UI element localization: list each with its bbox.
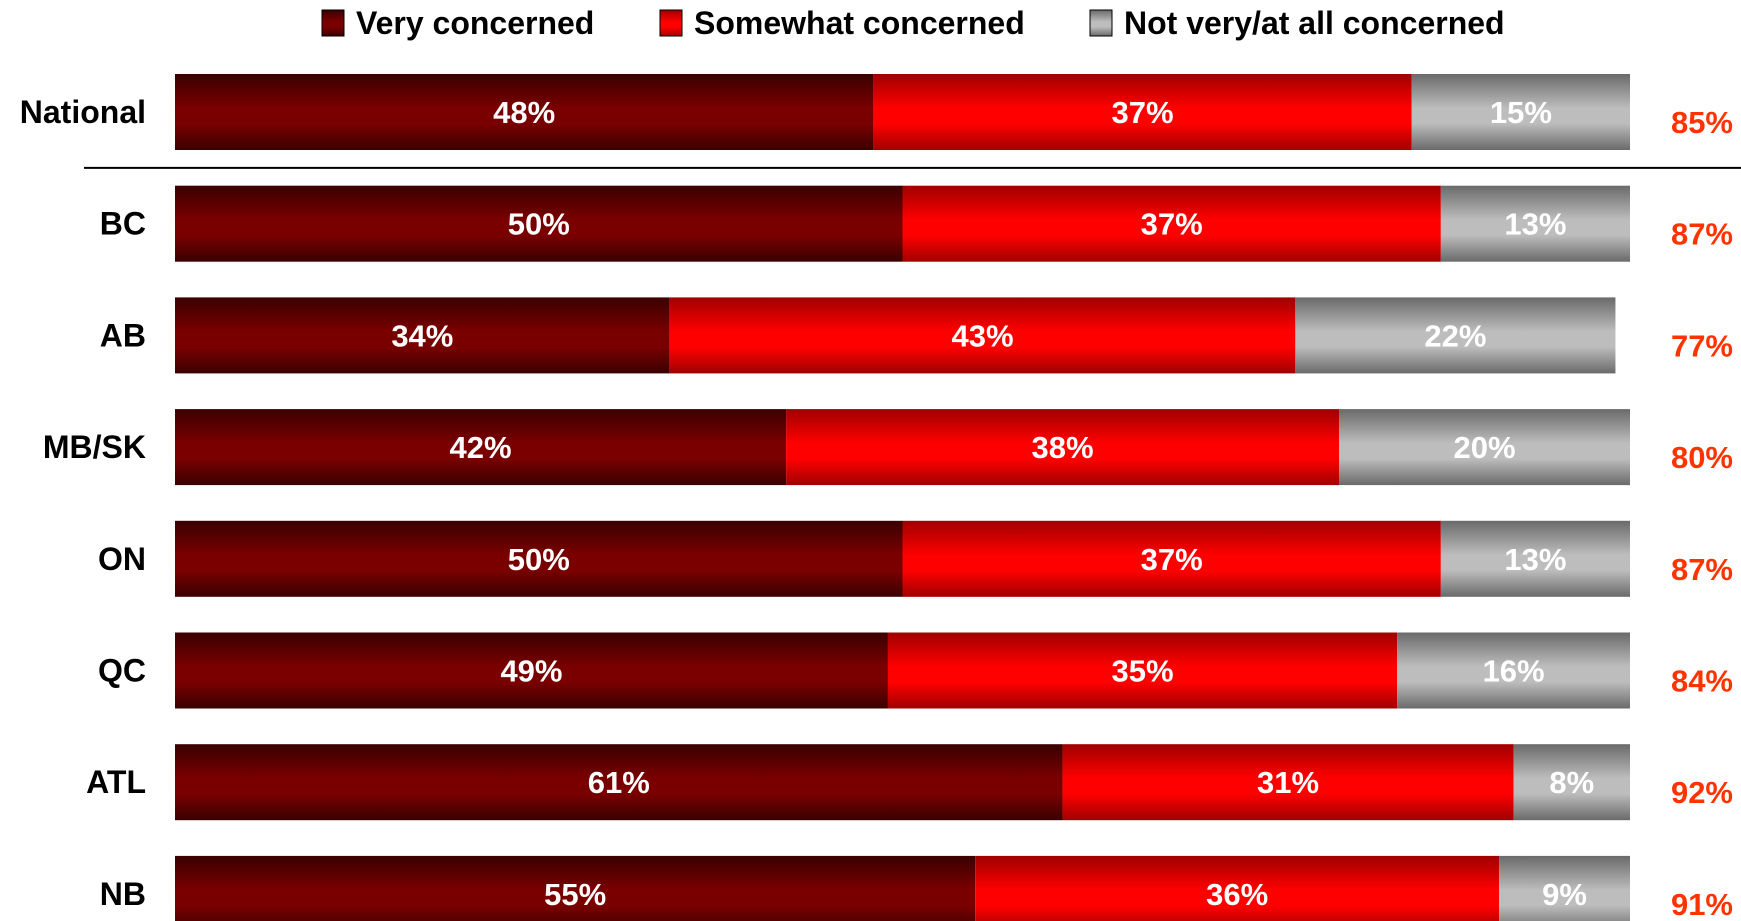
bar-segment <box>1440 520 1630 597</box>
category-label: AB <box>100 317 146 353</box>
data-label: 9% <box>1542 877 1587 912</box>
data-label: 37% <box>1141 542 1203 577</box>
data-label: 61% <box>588 765 650 800</box>
bar-row: AB 34% 43% 22% 77% <box>100 297 1733 374</box>
total-label: 87% <box>1671 552 1733 587</box>
bar-segment <box>1339 409 1630 486</box>
bar-row: ON 50% 37% 13% 87% <box>98 520 1733 597</box>
data-label: 16% <box>1483 654 1545 689</box>
data-label: 34% <box>391 318 453 353</box>
bar-segment <box>1062 744 1514 821</box>
data-label: 38% <box>1032 430 1094 465</box>
bar-segment <box>1397 632 1630 709</box>
category-label: NB <box>100 876 146 912</box>
bar-segment <box>1513 744 1630 821</box>
category-label: BC <box>100 206 146 242</box>
data-label: 50% <box>508 207 570 242</box>
legend-swatch-1 <box>659 9 683 37</box>
data-label: 37% <box>1141 207 1203 242</box>
total-label: 92% <box>1671 775 1733 810</box>
total-label: 80% <box>1671 440 1733 475</box>
bar-segment <box>175 855 976 921</box>
bar-row: ATL 61% 31% 8% 92% <box>86 744 1733 821</box>
bar-segment <box>1295 297 1616 374</box>
total-label: 84% <box>1671 664 1733 699</box>
legend-swatch-2 <box>1089 9 1113 37</box>
data-label: 13% <box>1504 207 1566 242</box>
category-label: MB/SK <box>43 429 146 465</box>
total-label: 77% <box>1671 328 1733 363</box>
category-label: National <box>20 94 146 130</box>
bar-segment <box>175 297 670 374</box>
chart-legend: Very concerned Somewhat concerned Not very… <box>321 5 1505 41</box>
data-label: 43% <box>952 318 1014 353</box>
bar-segment <box>873 74 1412 150</box>
data-label: 49% <box>500 654 562 689</box>
data-label: 13% <box>1504 542 1566 577</box>
legend-label-0: Very concerned <box>356 5 594 41</box>
total-label: 91% <box>1671 887 1733 921</box>
bar-segment <box>887 632 1398 709</box>
bar-row: MB/SK 42% 38% 20% 80% <box>43 409 1733 486</box>
data-label: 55% <box>544 877 606 912</box>
bar-rows: National 48% 37% 15% 85% BC 50% 37% 13% 87% AB 34% 4… <box>20 74 1733 921</box>
bar-segment <box>175 185 903 262</box>
bar-segment <box>175 74 874 150</box>
data-label: 36% <box>1206 877 1268 912</box>
data-label: 31% <box>1257 765 1319 800</box>
data-label: 22% <box>1424 318 1486 353</box>
bar-segment <box>669 297 1296 374</box>
bar-segment <box>902 520 1441 597</box>
bar-segment <box>1499 855 1630 921</box>
data-label: 15% <box>1490 95 1552 130</box>
legend-label-1: Somewhat concerned <box>694 5 1025 41</box>
bar-segment <box>175 520 903 597</box>
bar-segment <box>175 632 888 709</box>
bar-row: National 48% 37% 15% 85% <box>20 74 1733 150</box>
bar-segment <box>902 185 1441 262</box>
bar-segment <box>1440 185 1630 262</box>
bar-row: BC 50% 37% 13% 87% <box>100 185 1733 262</box>
data-label: 20% <box>1453 430 1515 465</box>
category-label: ON <box>98 541 146 577</box>
category-label: QC <box>98 653 146 689</box>
legend-swatch-0 <box>321 9 345 37</box>
legend-label-2: Not very/at all concerned <box>1124 5 1505 41</box>
data-label: 48% <box>493 95 555 130</box>
data-label: 42% <box>450 430 512 465</box>
category-label: ATL <box>86 764 146 800</box>
bar-row: NB 55% 36% 9% 91% <box>100 855 1733 921</box>
bar-segment <box>786 409 1339 486</box>
data-label: 50% <box>508 542 570 577</box>
total-label: 85% <box>1671 105 1733 140</box>
bar-segment <box>175 409 787 486</box>
data-label: 8% <box>1549 765 1594 800</box>
bar-row: QC 49% 35% 16% 84% <box>98 632 1733 709</box>
total-label: 87% <box>1671 217 1733 252</box>
bar-segment <box>1411 74 1630 150</box>
bar-segment <box>975 855 1500 921</box>
data-label: 35% <box>1112 654 1174 689</box>
bar-segment <box>175 744 1063 821</box>
data-label: 37% <box>1112 95 1174 130</box>
